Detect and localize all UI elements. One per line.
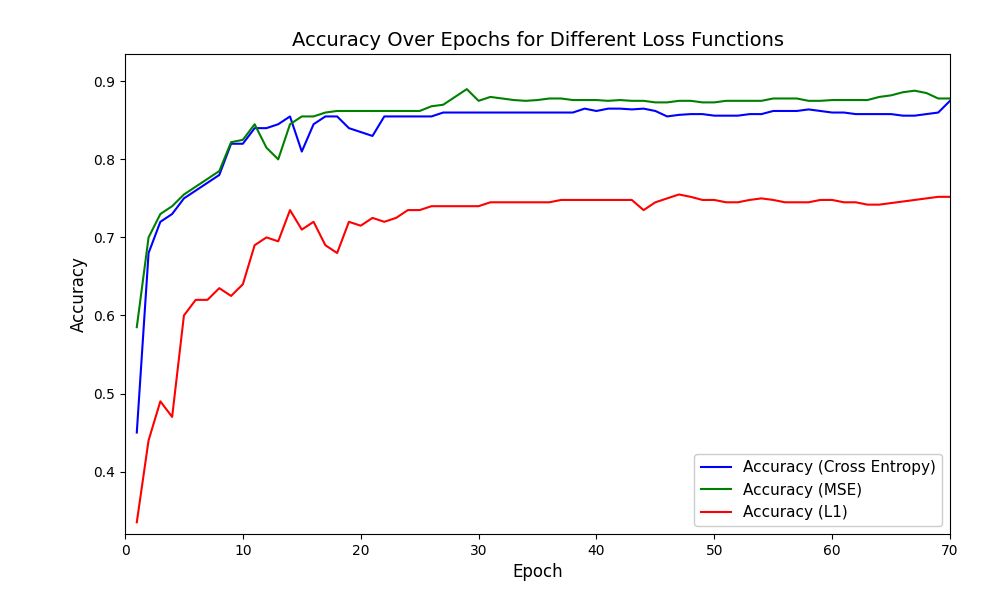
Accuracy (Cross Entropy) bbox=[944, 97, 956, 104]
Accuracy (Cross Entropy) bbox=[814, 107, 826, 115]
Y-axis label: Accuracy: Accuracy bbox=[70, 256, 88, 332]
Line: Accuracy (MSE): Accuracy (MSE) bbox=[137, 89, 950, 327]
Accuracy (MSE) bbox=[826, 97, 838, 104]
Accuracy (MSE) bbox=[590, 97, 602, 104]
Accuracy (MSE) bbox=[237, 136, 249, 143]
Accuracy (MSE) bbox=[378, 107, 390, 115]
Accuracy (Cross Entropy) bbox=[826, 109, 838, 116]
Accuracy (L1) bbox=[944, 193, 956, 200]
Accuracy (L1) bbox=[826, 196, 838, 203]
Accuracy (L1) bbox=[838, 199, 850, 206]
Title: Accuracy Over Epochs for Different Loss Functions: Accuracy Over Epochs for Different Loss … bbox=[292, 31, 784, 50]
Accuracy (MSE) bbox=[131, 323, 143, 331]
Accuracy (Cross Entropy) bbox=[131, 429, 143, 436]
Accuracy (Cross Entropy) bbox=[343, 125, 355, 132]
Accuracy (MSE) bbox=[461, 86, 473, 93]
Accuracy (MSE) bbox=[319, 109, 331, 116]
Accuracy (L1) bbox=[378, 218, 390, 226]
Accuracy (MSE) bbox=[838, 97, 850, 104]
Accuracy (L1) bbox=[579, 196, 591, 203]
Accuracy (Cross Entropy) bbox=[378, 113, 390, 120]
Accuracy (L1) bbox=[237, 281, 249, 288]
Accuracy (MSE) bbox=[944, 95, 956, 102]
Accuracy (Cross Entropy) bbox=[579, 105, 591, 112]
Line: Accuracy (L1): Accuracy (L1) bbox=[137, 194, 950, 522]
Line: Accuracy (Cross Entropy): Accuracy (Cross Entropy) bbox=[137, 101, 950, 433]
Accuracy (L1) bbox=[131, 518, 143, 526]
X-axis label: Epoch: Epoch bbox=[512, 563, 563, 581]
Accuracy (Cross Entropy) bbox=[319, 113, 331, 120]
Legend: Accuracy (Cross Entropy), Accuracy (MSE), Accuracy (L1): Accuracy (Cross Entropy), Accuracy (MSE)… bbox=[694, 454, 942, 526]
Accuracy (L1) bbox=[673, 191, 685, 198]
Accuracy (L1) bbox=[319, 242, 331, 249]
